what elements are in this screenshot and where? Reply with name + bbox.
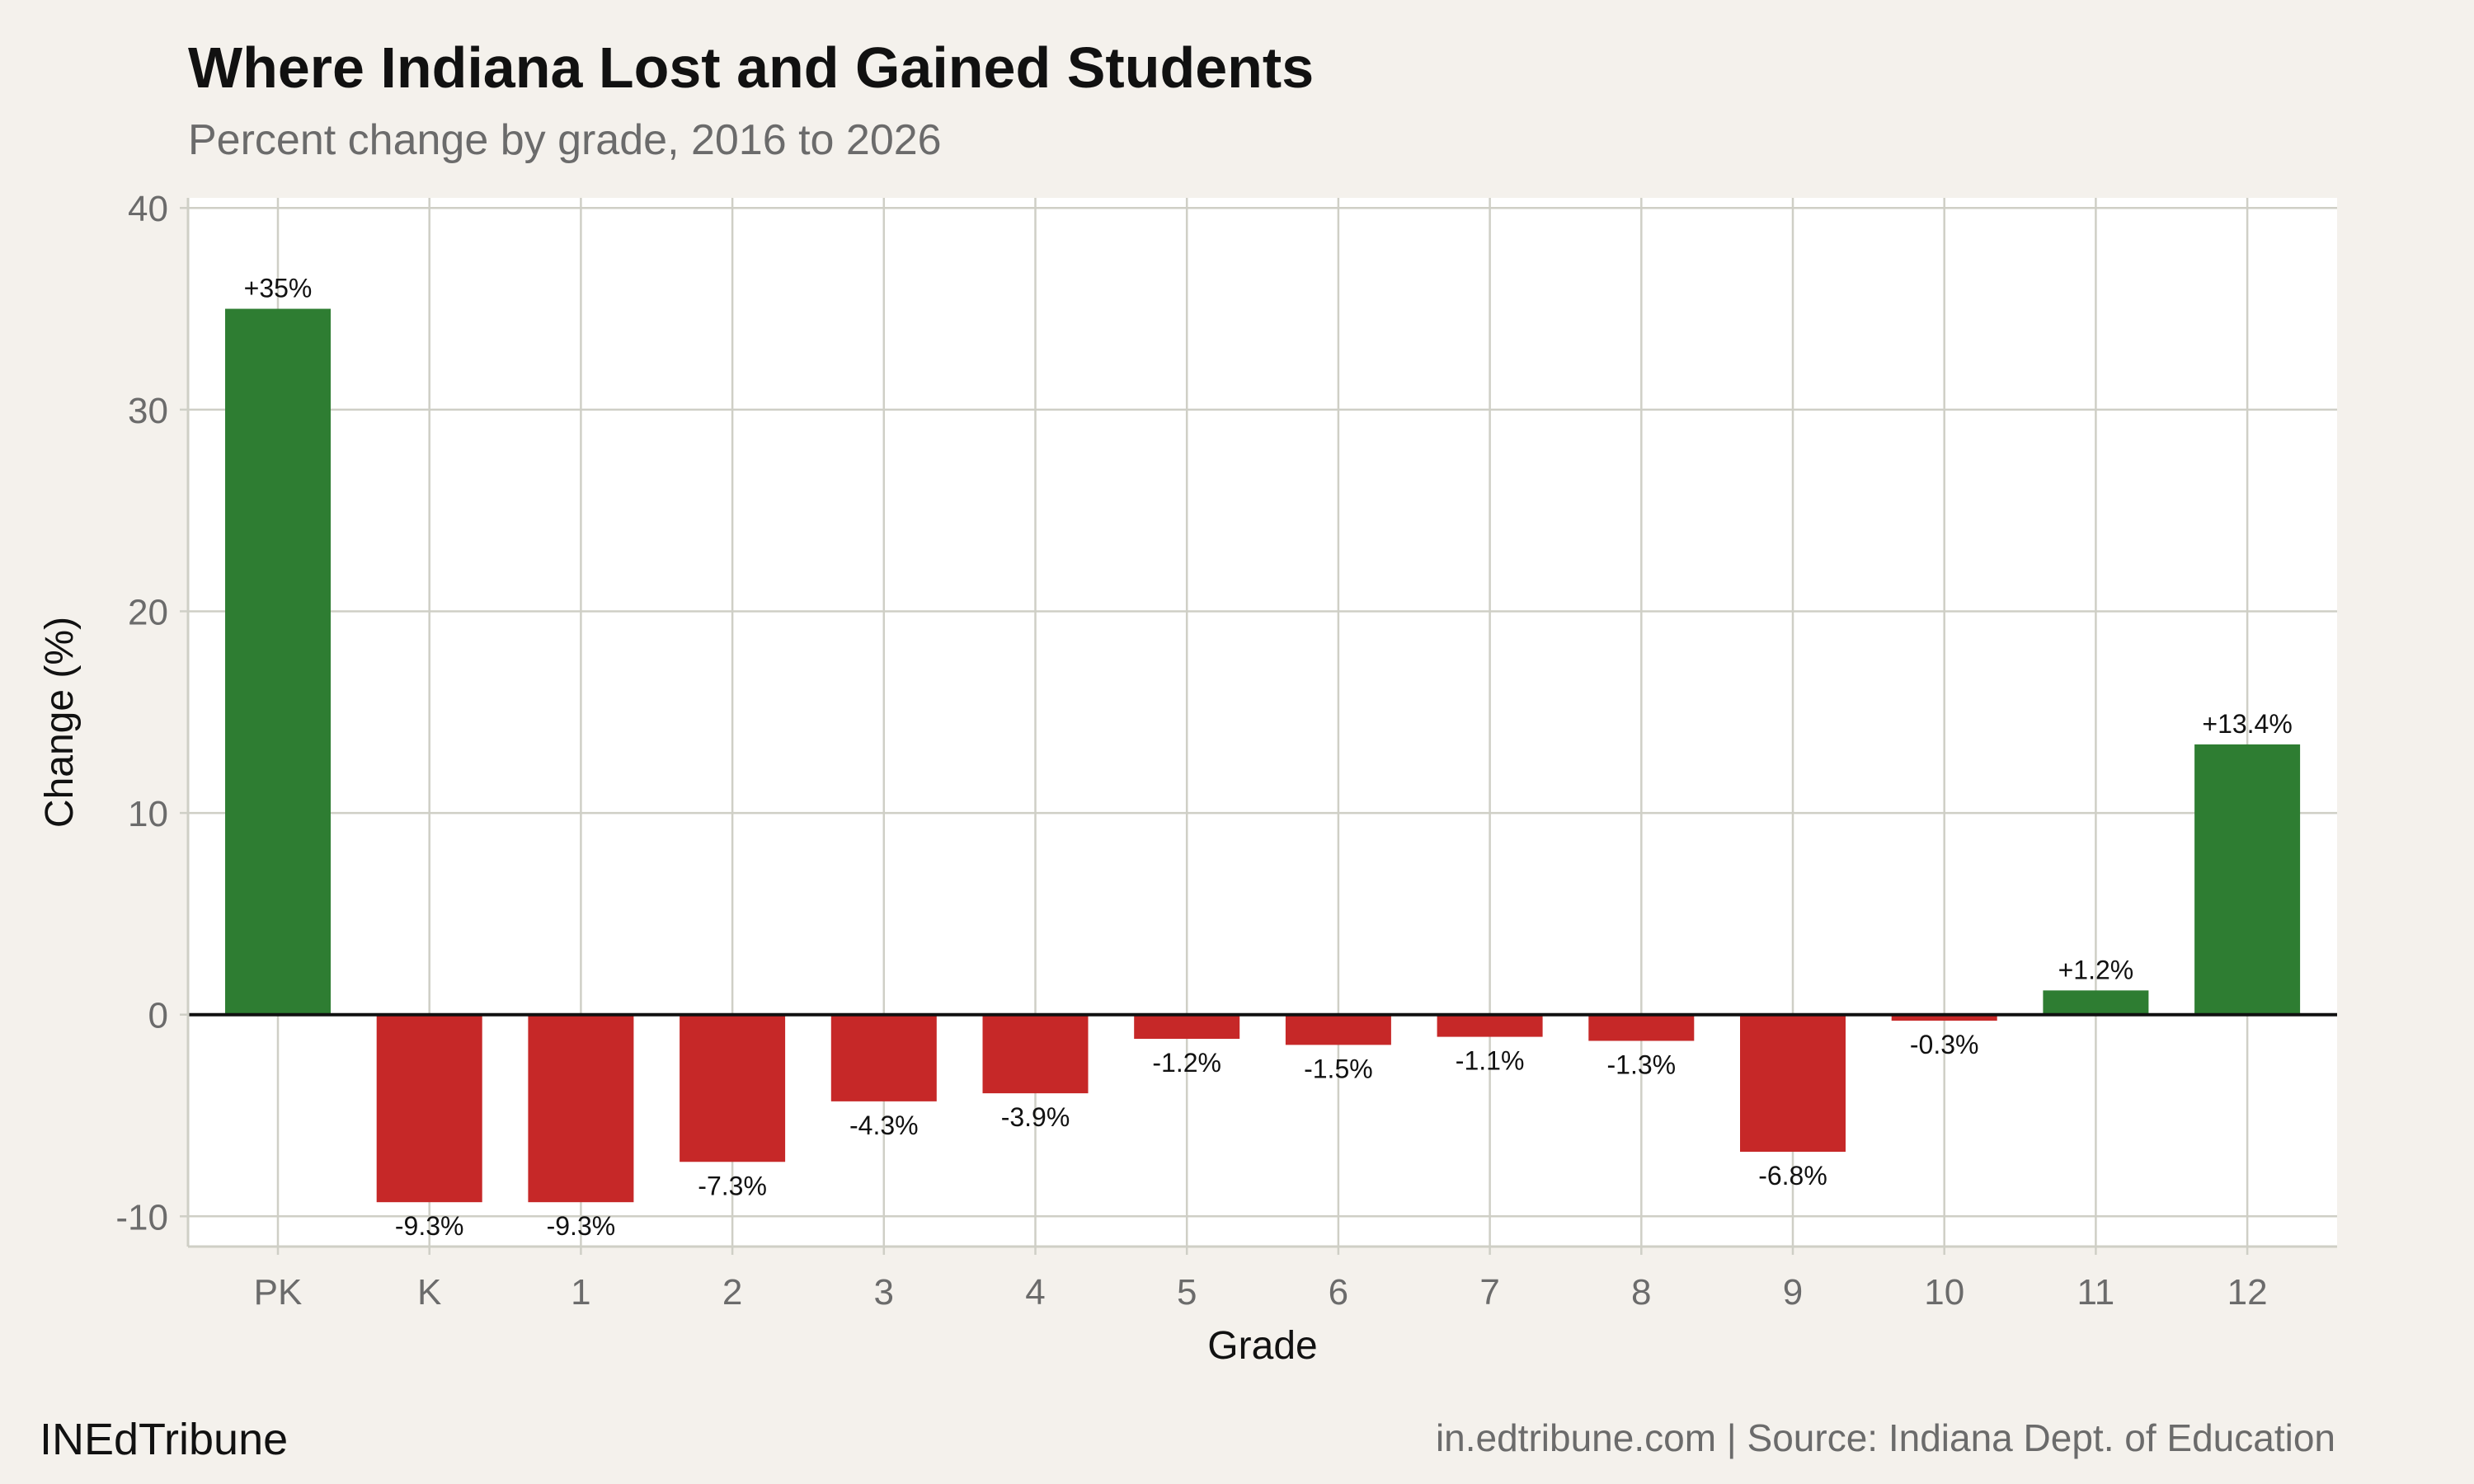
bar-8 (1588, 1014, 1695, 1041)
x-tick-label: 3 (874, 1272, 894, 1313)
x-tick-label: K (417, 1272, 441, 1313)
data-label: -9.3% (395, 1211, 464, 1241)
data-label: -7.3% (698, 1171, 767, 1200)
x-tick-label: PK (254, 1272, 303, 1313)
y-axis-title: Change (%) (38, 617, 82, 828)
y-tick-label: 30 (128, 391, 168, 431)
x-axis-title: Grade (1207, 1324, 1317, 1368)
bar-2 (680, 1014, 786, 1162)
bar-PK (225, 308, 331, 1015)
x-tick-label: 5 (1177, 1272, 1197, 1313)
x-tick-label: 8 (1631, 1272, 1651, 1313)
bar-5 (1134, 1014, 1240, 1040)
y-tick-label: 20 (128, 592, 168, 632)
footer-brand: INEdTribune (40, 1415, 289, 1464)
bar-6 (1285, 1014, 1391, 1045)
data-label: -1.3% (1607, 1050, 1677, 1079)
data-label: -1.5% (1304, 1054, 1373, 1083)
x-tick-label: 6 (1329, 1272, 1348, 1313)
x-tick-label: 1 (571, 1272, 590, 1313)
data-label: +35% (244, 274, 313, 303)
y-tick-label: 0 (148, 996, 168, 1036)
data-label: +13.4% (2202, 709, 2292, 739)
data-label: -1.1% (1456, 1046, 1525, 1076)
data-label: +1.2% (2058, 955, 2134, 984)
bar-K (376, 1014, 482, 1203)
bar-4 (982, 1014, 1089, 1094)
chart-title: Where Indiana Lost and Gained Students (188, 35, 1315, 100)
data-label: -6.8% (1758, 1161, 1827, 1190)
bar-11 (2043, 990, 2149, 1015)
x-tick-label: 11 (2077, 1272, 2115, 1313)
y-tick-label: -10 (115, 1197, 168, 1237)
x-tick-label: 2 (722, 1272, 742, 1313)
x-tick-label: 10 (1924, 1272, 1964, 1313)
data-label: -9.3% (547, 1211, 616, 1241)
bar-1 (528, 1014, 634, 1203)
chart-subtitle: Percent change by grade, 2016 to 2026 (188, 116, 942, 164)
x-tick-label: 7 (1479, 1272, 1499, 1313)
data-labels: +35% -9.3% -9.3% -7.3% -4.3% -3.9% -1.2% -1.5% -… (244, 274, 2293, 1242)
bar-12 (2194, 744, 2301, 1015)
data-label: -4.3% (849, 1111, 919, 1140)
x-tick-label: 9 (1783, 1272, 1803, 1313)
y-tick-label: 40 (128, 189, 168, 229)
data-label: -0.3% (1910, 1030, 1979, 1059)
data-label: -3.9% (1001, 1102, 1070, 1132)
bar-3 (830, 1014, 937, 1101)
bar-10 (1891, 1014, 1997, 1021)
data-label: -1.2% (1152, 1048, 1221, 1078)
plot-panel (188, 198, 2337, 1247)
bar-7 (1437, 1014, 1543, 1037)
x-tick-label: 4 (1025, 1272, 1045, 1313)
y-tick-label: 10 (128, 794, 168, 834)
bar-9 (1740, 1014, 1846, 1153)
footer-source: in.edtribune.com | Source: Indiana Dept.… (1435, 1416, 2335, 1459)
x-tick-label: 12 (2227, 1272, 2268, 1313)
bars (225, 308, 2301, 1203)
